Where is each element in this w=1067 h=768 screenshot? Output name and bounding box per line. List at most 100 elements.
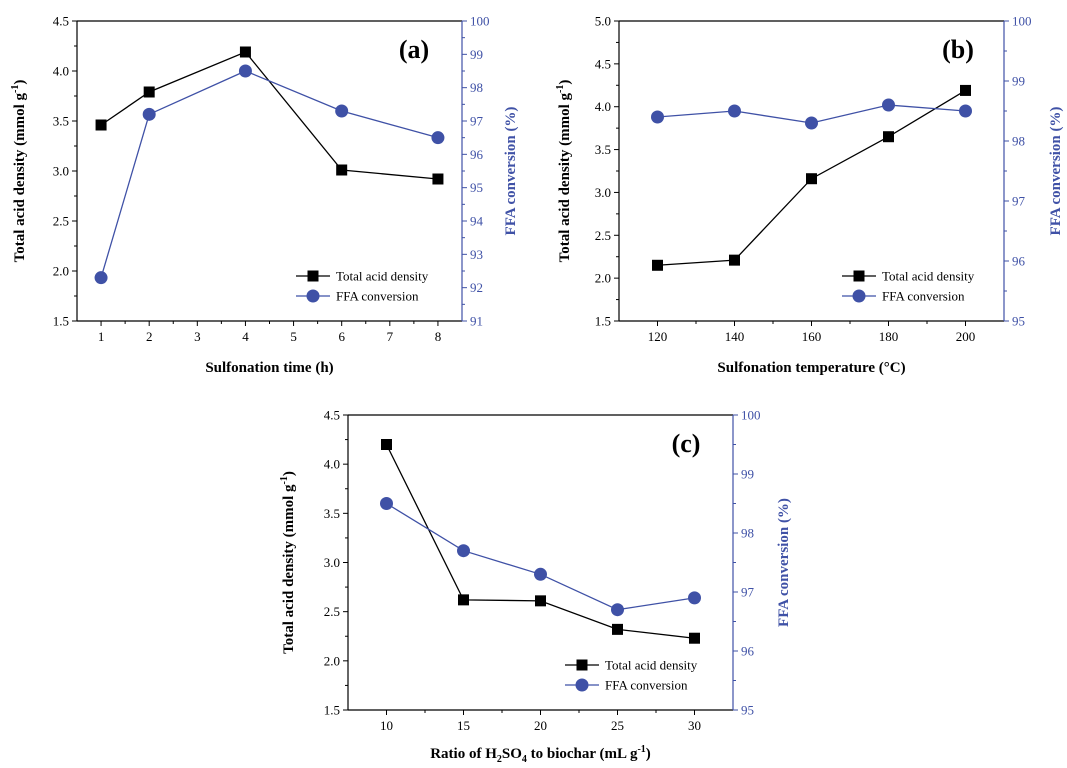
y-right-tick-label: 100	[741, 408, 761, 423]
y-right-tick-label: 96	[741, 644, 755, 659]
y-right-axis-title: FFA conversion (%)	[776, 498, 792, 627]
y-right-tick-label: 98	[470, 80, 483, 95]
y-right-tick-label: 98	[741, 526, 754, 541]
x-axis-title-part: 2	[497, 754, 502, 765]
x-tick-label: 4	[242, 329, 249, 344]
y-left-tick-label: 4.0	[324, 457, 340, 472]
x-tick-label: 8	[435, 329, 442, 344]
panel-label: (c)	[672, 429, 701, 458]
y-left-tick-label: 4.0	[53, 64, 69, 79]
y-left-tick-label: 1.5	[53, 314, 69, 329]
y-left-tick-label: 3.5	[324, 506, 340, 521]
y-left-tick-label: 2.5	[595, 228, 611, 243]
data-point-circle	[651, 110, 664, 124]
series-line-ffa-conversion	[386, 502, 695, 611]
y-right-tick-label: 99	[470, 47, 483, 62]
x-axis-title-part: )	[646, 746, 651, 762]
x-tick-label: 15	[457, 718, 470, 733]
data-point-square	[381, 439, 392, 450]
y-left-axis-title-sup: -1	[10, 85, 21, 93]
legend-label: FFA conversion	[882, 289, 965, 304]
x-axis-title-part: to biochar (mL g	[527, 746, 638, 762]
data-point-circle	[688, 591, 701, 605]
data-point-circle	[335, 104, 349, 118]
panel-label: (a)	[399, 35, 429, 64]
data-point-square	[612, 623, 623, 635]
x-tick-label: 20	[534, 718, 547, 733]
y-right-tick-label: 96	[470, 147, 484, 162]
data-point-circle	[882, 98, 895, 112]
data-point-circle	[805, 116, 818, 130]
y-left-tick-label: 3.5	[53, 114, 69, 129]
legend-marker-square	[853, 270, 865, 282]
data-point-circle	[238, 64, 252, 78]
x-axis-title: Ratio of H2SO4 to biochar (mL g-1)	[430, 744, 651, 765]
y-right-tick-label: 95	[741, 703, 754, 718]
y-right-tick-label: 97	[1012, 194, 1026, 209]
x-tick-label: 3	[194, 329, 201, 344]
y-left-tick-label: 3.0	[595, 185, 611, 200]
y-left-tick-label: 2.0	[53, 264, 69, 279]
x-tick-label: 160	[802, 329, 822, 344]
data-point-square	[95, 119, 107, 131]
data-point-square	[432, 173, 444, 185]
y-right-axis-title: FFA conversion (%)	[1048, 107, 1064, 236]
y-left-tick-label: 3.0	[324, 555, 340, 570]
y-left-axis-title-end: )	[557, 80, 573, 85]
y-right-tick-label: 98	[1012, 134, 1025, 149]
x-tick-label: 10	[380, 718, 393, 733]
y-left-tick-label: 3.5	[595, 142, 611, 157]
x-tick-label: 5	[290, 329, 297, 344]
y-left-axis-title-main: Total acid density (mmol g	[281, 484, 297, 654]
y-right-tick-label: 100	[1012, 14, 1032, 29]
x-tick-label: 7	[387, 329, 394, 344]
data-point-square	[458, 594, 469, 606]
x-axis-title: Sulfonation temperature (°C)	[717, 360, 905, 376]
data-point-circle	[728, 104, 741, 118]
y-left-axis-title: Total acid density (mmol g-1)	[10, 80, 28, 263]
y-right-tick-label: 93	[470, 247, 483, 262]
y-left-axis-title-sup: -1	[555, 85, 566, 93]
legend: Total acid density FFA conversion	[565, 658, 698, 693]
data-point-square	[336, 164, 348, 176]
y-left-tick-label: 2.5	[324, 604, 340, 619]
legend-label: FFA conversion	[336, 289, 419, 304]
y-right-tick-label: 95	[470, 180, 483, 195]
data-point-square	[883, 131, 894, 143]
legend-label: Total acid density	[336, 269, 429, 284]
data-point-circle	[457, 544, 470, 558]
y-left-tick-label: 3.0	[53, 164, 69, 179]
x-tick-label: 180	[879, 329, 899, 344]
y-left-tick-label: 1.5	[324, 703, 340, 718]
y-left-axis-title-end: )	[12, 80, 28, 85]
data-point-square	[729, 254, 740, 266]
y-right-tick-label: 100	[470, 14, 490, 29]
y-left-tick-label: 2.5	[53, 214, 69, 229]
y-left-tick-label: 2.0	[324, 653, 340, 668]
series-line-total-acid-density	[385, 444, 695, 639]
x-tick-label: 200	[956, 329, 976, 344]
y-left-tick-label: 4.0	[595, 99, 611, 114]
y-left-tick-label: 4.5	[324, 408, 340, 423]
x-axis-title-part: Ratio of H	[430, 746, 497, 762]
legend-marker-square	[576, 659, 588, 671]
y-right-tick-label: 96	[1012, 254, 1026, 269]
x-tick-label: 6	[338, 329, 345, 344]
data-point-circle	[94, 271, 108, 285]
y-right-tick-label: 97	[470, 114, 484, 129]
y-left-tick-label: 4.5	[53, 14, 69, 29]
x-axis-title-part: 4	[522, 754, 527, 765]
chart-panel-b: 120 140 160 180 200 1.5 2.0 2.5 3.0 3.5 4.0 4.5 5.0 9…	[555, 14, 1064, 377]
legend-label: Total acid density	[605, 658, 698, 673]
data-point-circle	[611, 603, 624, 617]
y-right-tick-label: 94	[470, 214, 484, 229]
data-point-circle	[431, 131, 445, 145]
x-axis-title-part: SO	[502, 746, 522, 762]
legend: Total acid density FFA conversion	[842, 269, 975, 304]
data-point-circle	[142, 107, 156, 121]
y-left-axis-title: Total acid density (mmol g-1)	[279, 471, 297, 654]
y-right-tick-label: 91	[470, 314, 483, 329]
y-left-axis-title-main: Total acid density (mmol g	[12, 92, 28, 262]
panel-label: (b)	[942, 35, 974, 64]
